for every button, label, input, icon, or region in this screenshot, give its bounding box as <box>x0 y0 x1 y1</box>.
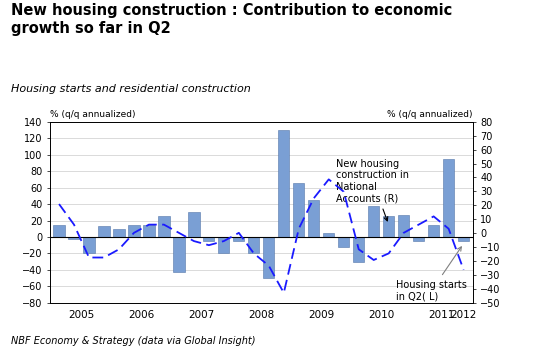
Bar <box>113 229 125 237</box>
Bar <box>203 237 215 241</box>
Bar <box>383 216 394 237</box>
Bar <box>443 159 454 237</box>
Bar <box>338 237 349 247</box>
Bar <box>158 216 170 237</box>
Bar <box>308 200 319 237</box>
Bar <box>98 226 110 237</box>
Bar <box>248 237 260 253</box>
Bar <box>368 206 379 237</box>
Text: New housing construction : Contribution to economic
growth so far in Q2: New housing construction : Contribution … <box>11 3 453 36</box>
Bar <box>128 224 140 237</box>
Bar <box>233 237 245 241</box>
Bar <box>219 237 230 253</box>
Bar <box>83 237 95 253</box>
Text: % (q/q annualized): % (q/q annualized) <box>387 110 473 119</box>
Bar <box>53 224 64 237</box>
Text: Housing starts
in Q2( L): Housing starts in Q2( L) <box>396 247 467 301</box>
Bar <box>428 224 439 237</box>
Bar <box>458 237 469 241</box>
Bar <box>293 183 304 237</box>
Bar <box>143 224 155 237</box>
Text: NBF Economy & Strategy (data via Global Insight): NBF Economy & Strategy (data via Global … <box>11 336 256 346</box>
Bar <box>188 212 200 237</box>
Bar <box>68 237 80 239</box>
Bar <box>263 237 275 278</box>
Bar <box>353 237 364 262</box>
Bar <box>398 215 409 237</box>
Bar <box>173 237 185 271</box>
Text: Housing starts and residential construction: Housing starts and residential construct… <box>11 84 251 94</box>
Text: New housing
construction in
National
Accounts (R): New housing construction in National Acc… <box>336 159 409 221</box>
Text: % (q/q annualized): % (q/q annualized) <box>50 110 136 119</box>
Bar <box>278 130 290 237</box>
Bar <box>413 237 424 241</box>
Bar <box>323 233 334 237</box>
